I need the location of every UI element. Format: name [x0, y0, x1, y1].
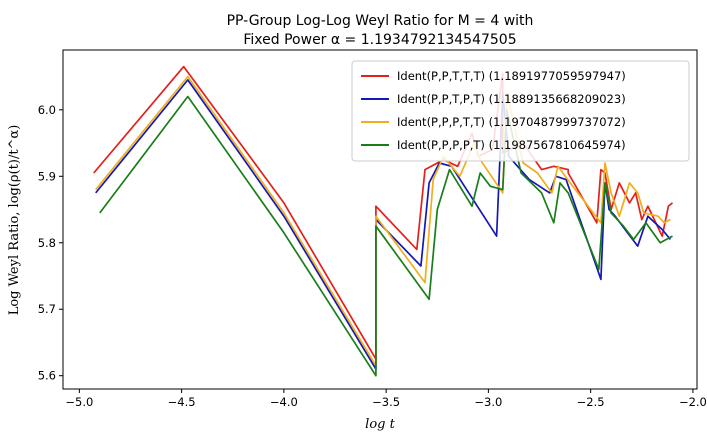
- x-axis-label: log t: [365, 417, 395, 432]
- y-axis: 5.6 5.7 5.8 5.9 6.0: [38, 103, 63, 383]
- y-tick-label: 5.8: [38, 236, 56, 250]
- y-tick-label: 5.7: [38, 302, 56, 316]
- series-line-3: [95, 75, 671, 367]
- chart-title-line1: PP-Group Log-Log Weyl Ratio for M = 4 wi…: [227, 13, 534, 29]
- x-axis: −5.0 −4.5 −4.0 −3.5 −3.0 −2.5 −2.0: [65, 389, 707, 409]
- x-tick-label: −3.0: [474, 395, 502, 409]
- plot-frame: [62, 49, 698, 390]
- series-line-1: [93, 65, 674, 360]
- legend-label-2: Ident(P,P,T,P,T) (1.1889135668209023): [397, 92, 626, 106]
- legend-label-4: Ident(P,P,P,P,T) (1.1987567810645974): [397, 138, 626, 152]
- x-tick-label: −4.5: [168, 395, 196, 409]
- x-tick-label: −5.0: [65, 395, 93, 409]
- y-tick-label: 6.0: [38, 103, 56, 117]
- legend: Ident(P,P,T,T,T) (1.1891977059597947) Ide…: [351, 60, 690, 162]
- legend-label-3: Ident(P,P,P,T,T) (1.1970487999737072): [397, 115, 626, 129]
- x-tick-label: −3.5: [372, 395, 400, 409]
- x-tick-label: −4.0: [270, 395, 298, 409]
- legend-label-1: Ident(P,P,T,T,T) (1.1891977059597947): [397, 69, 626, 83]
- x-tick-label: −2.0: [679, 395, 707, 409]
- chart-title-line2: Fixed Power α = 1.1934792134547505: [243, 32, 516, 48]
- y-axis-label: Log Weyl Ratio, log(ρ(t)/t^α): [7, 125, 22, 316]
- x-tick-label: −2.5: [577, 395, 605, 409]
- y-tick-label: 5.9: [38, 169, 56, 183]
- y-tick-label: 5.6: [38, 369, 56, 383]
- legend-box: [351, 60, 690, 162]
